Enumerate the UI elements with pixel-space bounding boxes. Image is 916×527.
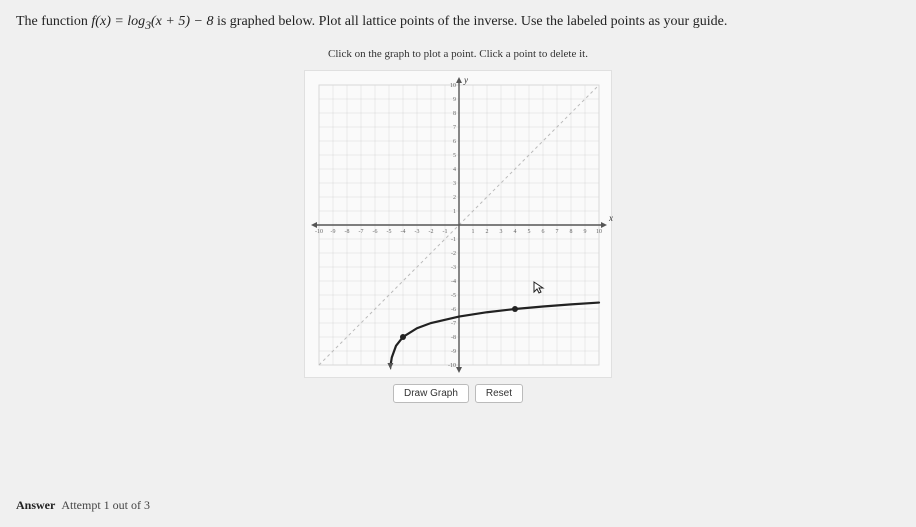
q-fn: f(x) = log3(x + 5) − 8	[91, 14, 217, 29]
svg-text:7: 7	[556, 229, 559, 235]
svg-text:9: 9	[584, 229, 587, 235]
svg-text:5: 5	[528, 229, 531, 235]
svg-text:-3: -3	[451, 265, 456, 271]
svg-text:-8: -8	[345, 229, 350, 235]
svg-text:3: 3	[453, 181, 456, 187]
reset-button[interactable]: Reset	[475, 384, 523, 403]
svg-text:-7: -7	[359, 229, 364, 235]
question-text: The function f(x) = log3(x + 5) − 8 is g…	[16, 12, 900, 34]
svg-text:-5: -5	[451, 293, 456, 299]
svg-text:-10: -10	[448, 363, 456, 369]
svg-text:8: 8	[453, 111, 456, 117]
svg-text:6: 6	[542, 229, 545, 235]
svg-text:10: 10	[450, 83, 456, 89]
svg-text:7: 7	[453, 125, 456, 131]
svg-text:6: 6	[453, 139, 456, 145]
instruction-text: Click on the graph to plot a point. Clic…	[16, 48, 900, 60]
svg-text:-6: -6	[373, 229, 378, 235]
svg-text:-2: -2	[429, 229, 434, 235]
svg-text:9: 9	[453, 97, 456, 103]
q-prefix: The function	[16, 14, 91, 29]
svg-text:-2: -2	[451, 251, 456, 257]
svg-text:-10: -10	[315, 229, 323, 235]
svg-text:-4: -4	[451, 279, 456, 285]
svg-text:2: 2	[486, 229, 489, 235]
svg-text:-6: -6	[451, 307, 456, 313]
svg-text:3: 3	[500, 229, 503, 235]
svg-text:1: 1	[472, 229, 475, 235]
svg-text:-5: -5	[387, 229, 392, 235]
svg-text:4: 4	[514, 229, 517, 235]
svg-text:8: 8	[570, 229, 573, 235]
svg-text:x: x	[608, 213, 613, 223]
svg-text:-1: -1	[451, 237, 456, 243]
svg-text:1: 1	[453, 209, 456, 215]
graph-canvas[interactable]: -10 -9 -8 -7 -6 -5 -4 -3 -2 -1 1 2 3 4 5 6 7 8 9 10 -10 -9 -8 -…	[304, 70, 612, 378]
svg-text:2: 2	[453, 195, 456, 201]
svg-text:-9: -9	[331, 229, 336, 235]
draw-graph-button[interactable]: Draw Graph	[393, 384, 469, 403]
svg-text:4: 4	[453, 167, 456, 173]
graph-svg[interactable]: -10 -9 -8 -7 -6 -5 -4 -3 -2 -1 1 2 3 4 5 6 7 8 9 10 -10 -9 -8 -…	[305, 71, 613, 379]
svg-text:5: 5	[453, 153, 456, 159]
svg-text:-9: -9	[451, 349, 456, 355]
svg-text:-4: -4	[401, 229, 406, 235]
q-suffix: is graphed below. Plot all lattice point…	[217, 14, 727, 29]
svg-text:-3: -3	[415, 229, 420, 235]
svg-text:y: y	[463, 75, 468, 85]
svg-text:-7: -7	[451, 321, 456, 327]
svg-text:10: 10	[596, 229, 602, 235]
answer-status: Answer Attempt 1 out of 3	[16, 498, 150, 513]
svg-text:-1: -1	[443, 229, 448, 235]
svg-text:-8: -8	[451, 335, 456, 341]
